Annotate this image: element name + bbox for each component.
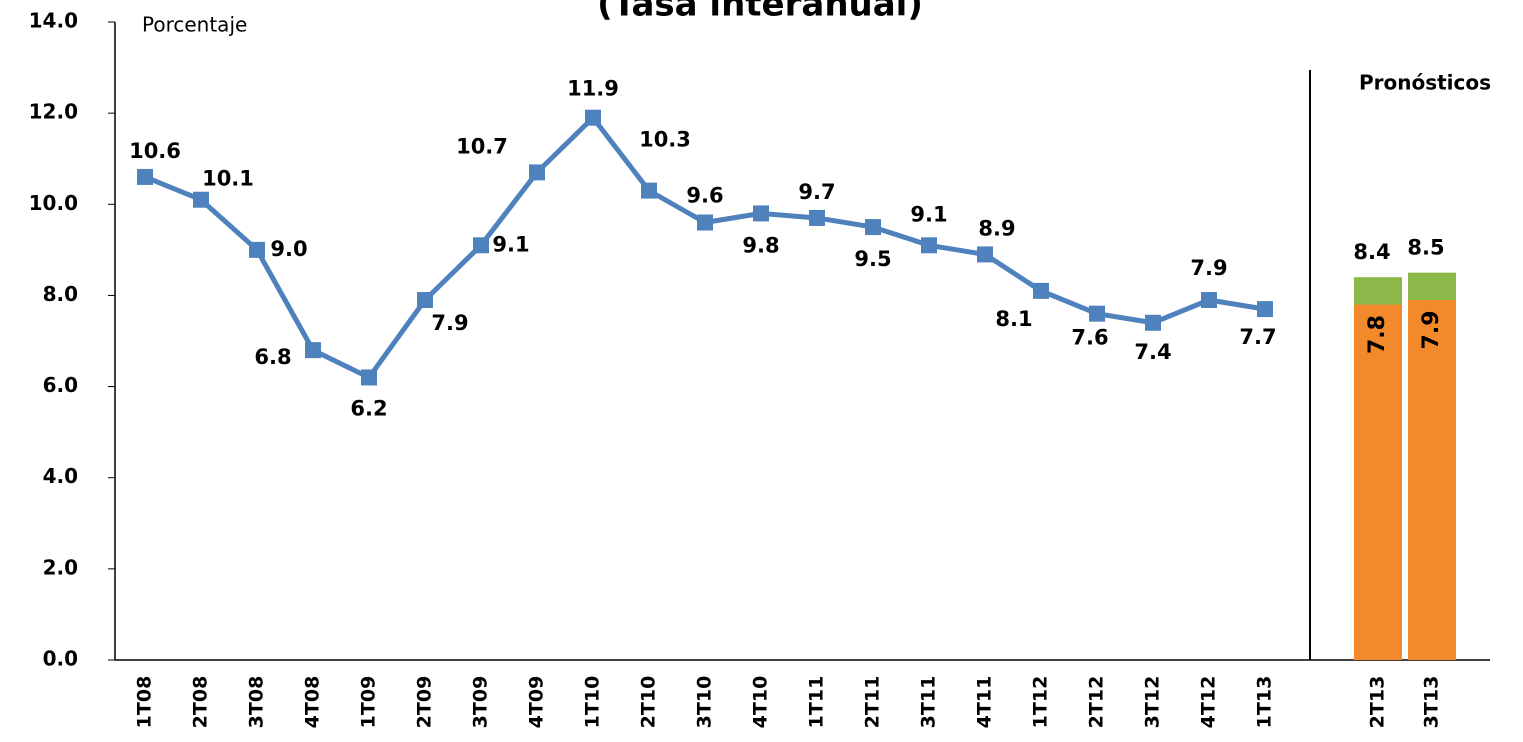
data-label: 9.5: [854, 247, 891, 271]
x-tick-label: 1T11: [806, 676, 828, 729]
point: [361, 369, 377, 386]
point: [249, 241, 265, 258]
point: [641, 182, 657, 199]
y-tick-label: 10.0: [29, 191, 78, 215]
total-label: 8.5: [1407, 236, 1444, 260]
point: [697, 214, 713, 231]
data-label: 9.7: [798, 180, 835, 204]
point: [977, 246, 993, 263]
x-tick-label: 1T12: [1030, 676, 1052, 729]
chart-title: (Tasa interanual): [597, 0, 923, 25]
point: [585, 109, 601, 126]
x-tick-label: 1T09: [358, 676, 380, 729]
y-tick-label: 4.0: [43, 464, 78, 488]
x-tick-label: 1T13: [1254, 676, 1276, 729]
x-tick-label: 3T13: [1421, 676, 1443, 729]
point: [193, 191, 209, 208]
x-tick-label: 3T09: [470, 676, 492, 729]
data-label: 7.6: [1071, 326, 1108, 350]
point: [865, 219, 881, 236]
data-label: 6.8: [254, 345, 291, 369]
data-label: 9.8: [742, 233, 779, 257]
bar-segment: [1408, 299, 1456, 660]
x-tick-label: 3T08: [246, 676, 268, 729]
bar-segment: [1354, 277, 1402, 305]
y-tick-label: 2.0: [43, 555, 78, 579]
data-label: 10.6: [129, 139, 181, 163]
y-tick-label: 14.0: [29, 9, 78, 33]
x-tick-label: 2T11: [862, 676, 884, 729]
x-tick-label: 2T09: [414, 676, 436, 729]
x-tick-label: 2T08: [190, 676, 212, 729]
x-tick-label: 4T08: [302, 676, 324, 729]
x-tick-label: 1T08: [134, 676, 156, 729]
data-label: 7.7: [1239, 325, 1276, 349]
y-tick-label: 0.0: [43, 647, 78, 671]
point: [1089, 305, 1105, 322]
x-tick-label: 2T12: [1086, 676, 1108, 729]
data-label: 7.9: [431, 311, 468, 335]
point: [921, 237, 937, 254]
x-tick-label: 3T11: [918, 676, 940, 729]
data-label: 9.6: [686, 184, 723, 208]
y-tick-label: 6.0: [43, 373, 78, 397]
data-label: 10.1: [202, 167, 254, 191]
data-label: 9.1: [910, 202, 947, 226]
data-label: 7.9: [1190, 256, 1227, 280]
data-label: 8.1: [995, 307, 1032, 331]
data-label: 8.9: [978, 216, 1015, 240]
x-tick-label: 4T11: [974, 676, 996, 729]
data-label: 7.8: [1365, 315, 1390, 354]
point: [529, 164, 545, 181]
point: [417, 291, 433, 308]
data-label: 6.2: [350, 396, 387, 420]
y-tick-label: 8.0: [43, 282, 78, 306]
point: [137, 168, 153, 185]
x-tick-label: 4T12: [1198, 676, 1220, 729]
point: [809, 209, 825, 226]
x-tick-label: 2T10: [638, 676, 660, 729]
data-label: 7.9: [1419, 310, 1444, 349]
point: [753, 205, 769, 222]
point: [305, 342, 321, 359]
x-tick-label: 3T12: [1142, 676, 1164, 729]
data-label: 7.4: [1134, 340, 1171, 364]
total-label: 8.4: [1353, 240, 1390, 264]
x-tick-label: 4T10: [750, 676, 772, 729]
y-tick-label: 12.0: [29, 100, 78, 124]
x-tick-label: 1T10: [582, 676, 604, 729]
x-tick-label: 2T13: [1367, 676, 1389, 729]
point: [1033, 282, 1049, 299]
point: [1257, 301, 1273, 318]
bar-segment: [1354, 304, 1402, 660]
x-tick-label: 4T09: [526, 676, 548, 729]
point: [1145, 314, 1161, 331]
x-tick-label: 3T10: [694, 676, 716, 729]
data-label: 10.3: [639, 128, 691, 152]
annotation: Pronósticos: [1359, 71, 1491, 95]
bar-segment: [1408, 272, 1456, 300]
data-label: 9.1: [492, 232, 529, 256]
point: [473, 237, 489, 254]
y-axis-label: Porcentaje: [142, 13, 247, 37]
data-label: 11.9: [567, 77, 619, 101]
data-label: 9.0: [270, 237, 307, 261]
data-label: 10.7: [456, 134, 508, 158]
point: [1201, 291, 1217, 308]
